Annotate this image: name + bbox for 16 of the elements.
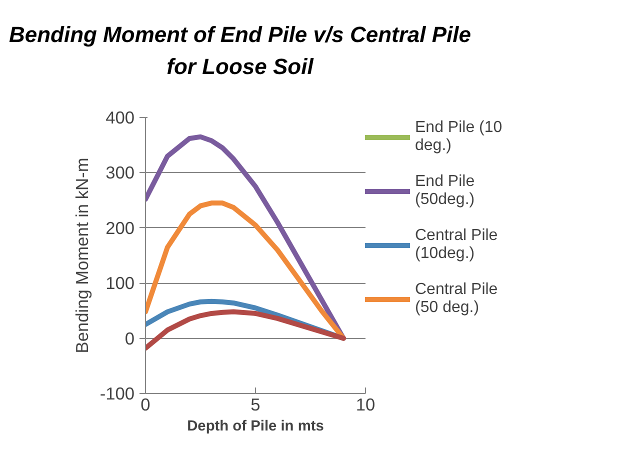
legend-label: Central Pile (10deg.) bbox=[415, 226, 498, 264]
y-tick-label: 100 bbox=[106, 273, 135, 294]
chart-title: Bending Moment of End Pile v/s Central Pile for Loose Soil bbox=[8, 21, 472, 81]
y-axis-title: Bending Moment in kN-m bbox=[72, 158, 92, 354]
x-tick-label: 10 bbox=[356, 394, 376, 414]
x-axis-title: Depth of Pile in mts bbox=[187, 418, 324, 434]
y-tick-label: 200 bbox=[106, 218, 135, 238]
legend-label: End Pile (10 deg.) bbox=[415, 118, 502, 156]
y-tick-label: 0 bbox=[124, 328, 135, 348]
y-tick-label: -100 bbox=[100, 384, 135, 404]
x-tick-label: 0 bbox=[140, 394, 150, 414]
y-tick-label: 400 bbox=[106, 108, 135, 128]
legend-label: Central Pile (50 deg.) bbox=[415, 280, 498, 318]
legend-label: End Pile (50deg.) bbox=[415, 172, 475, 210]
y-tick-label: 300 bbox=[106, 162, 135, 183]
x-tick-label: 5 bbox=[250, 394, 260, 414]
